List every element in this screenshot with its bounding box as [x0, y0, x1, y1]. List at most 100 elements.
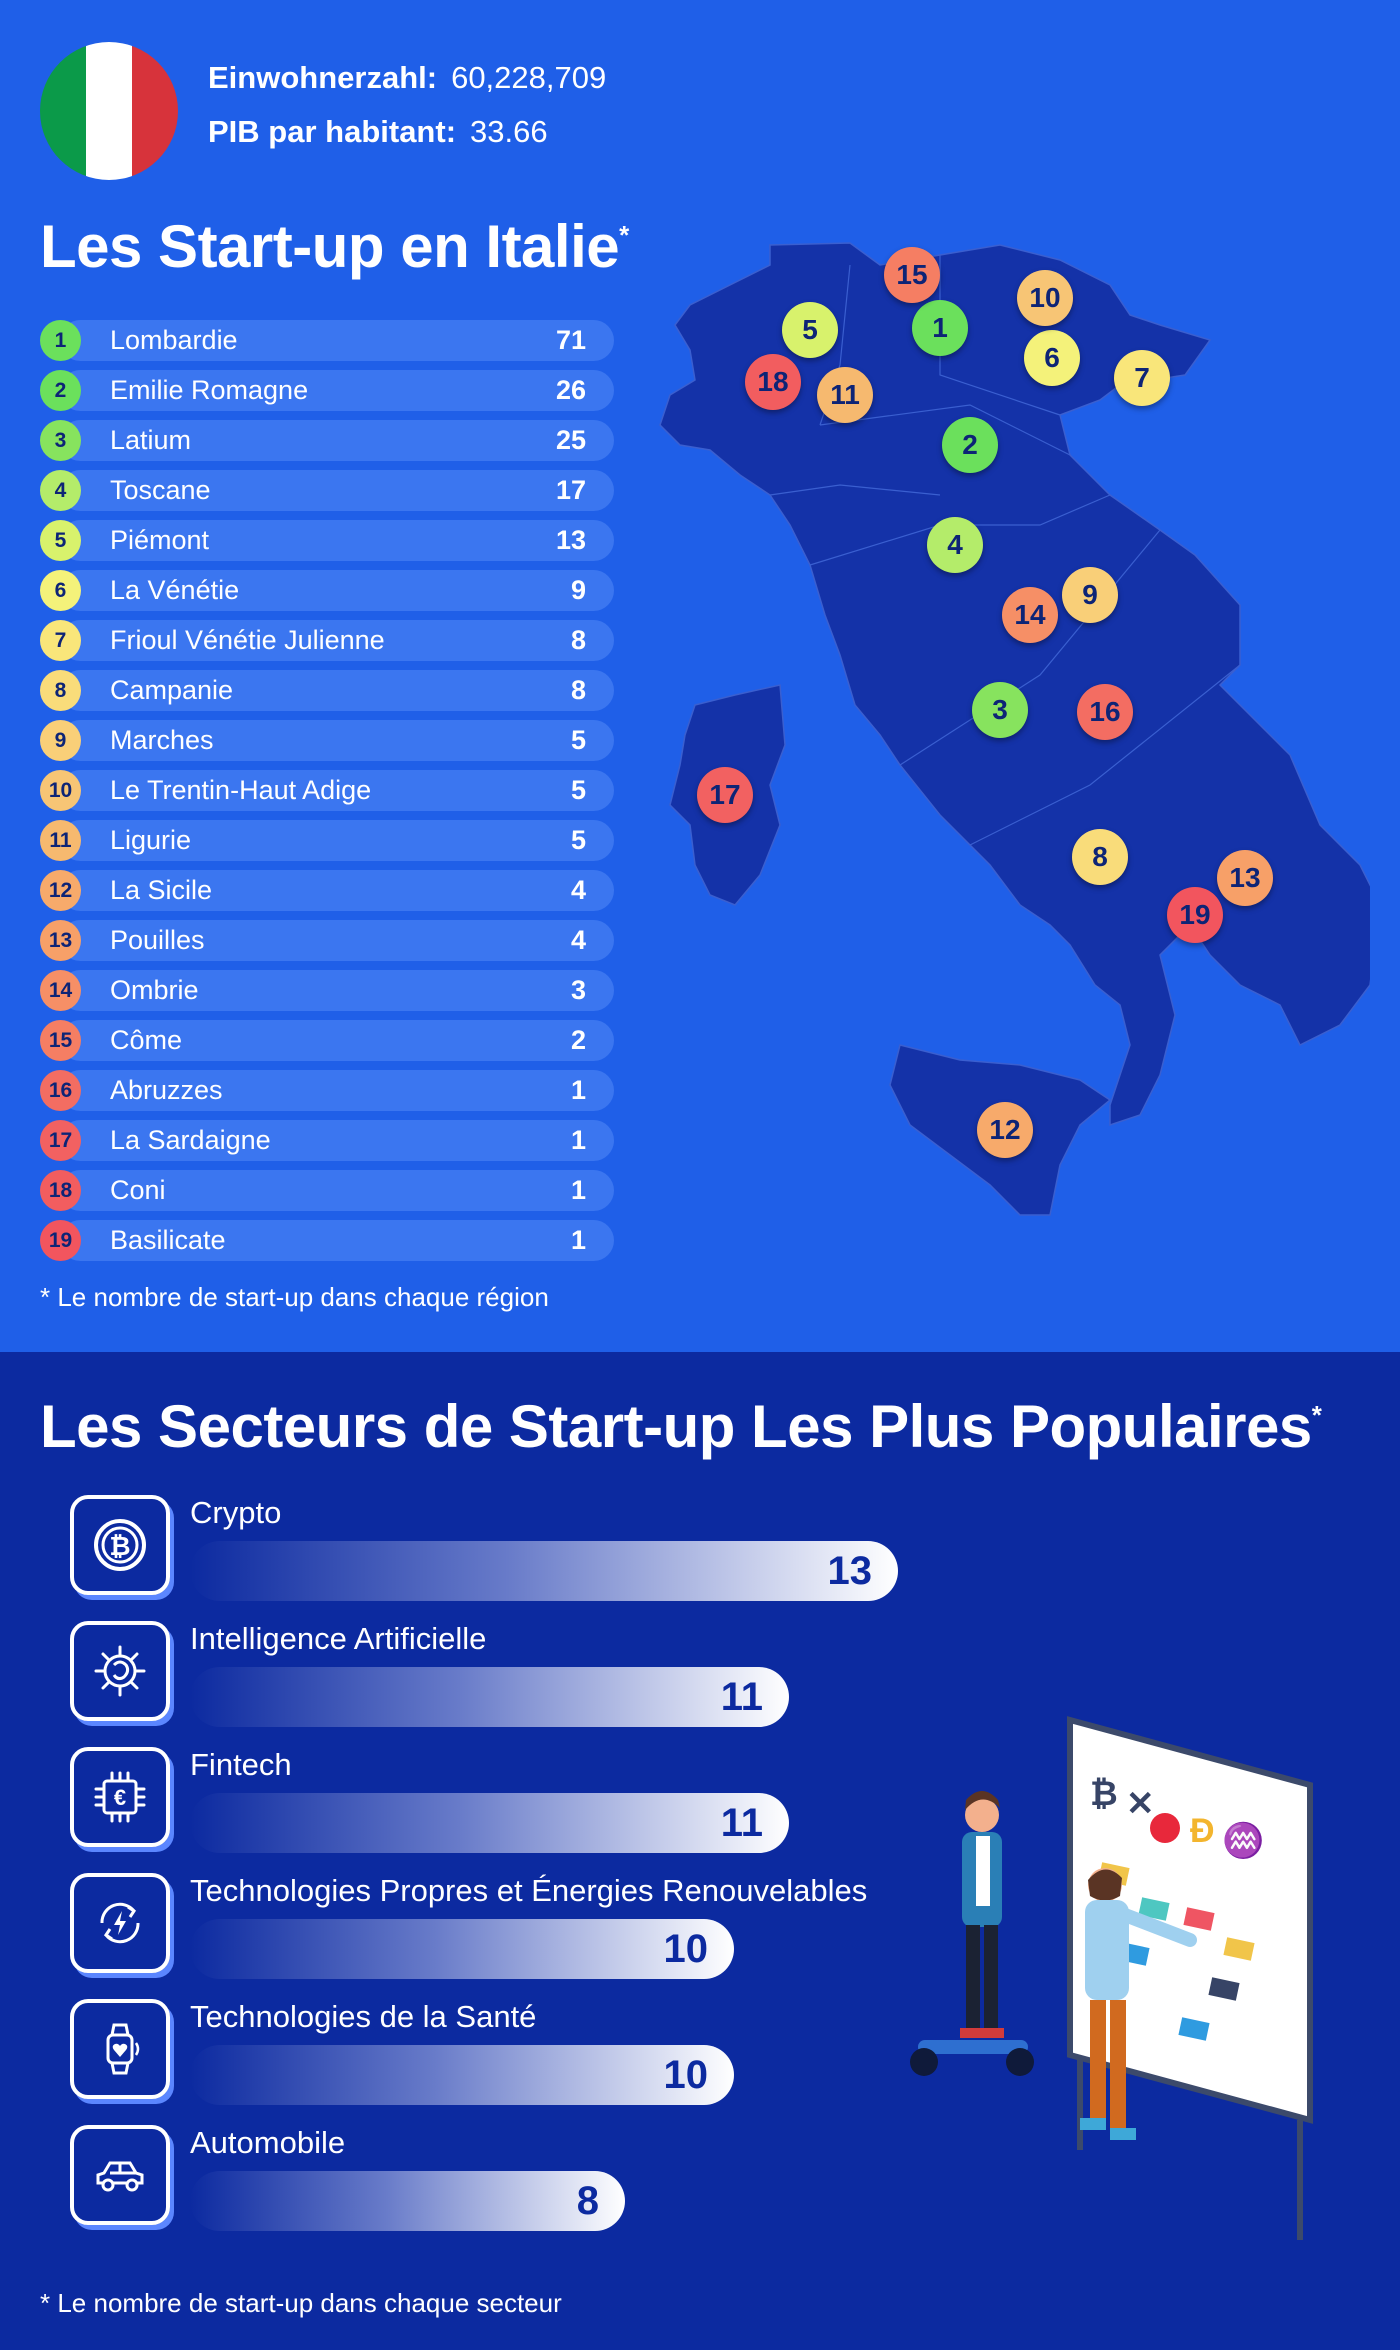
region-startup-count: 4	[570, 925, 586, 955]
sector-item: Automobile 8	[70, 2125, 1070, 2235]
region-row-bar	[60, 420, 614, 461]
map-pin-6: 6	[1024, 330, 1080, 386]
region-startup-count: 4	[570, 875, 586, 905]
region-rank-badge: 6	[40, 570, 81, 611]
region-row: 5 Piémont 13	[40, 520, 614, 561]
sector-label: Technologies Propres et Énergies Renouve…	[190, 1873, 868, 1908]
map-pin-3: 3	[972, 682, 1028, 738]
region-name: Pouilles	[110, 925, 205, 955]
region-row-bar	[60, 1170, 614, 1211]
region-name: La Sicile	[110, 875, 213, 905]
region-row-bar	[60, 820, 614, 861]
region-row: 6 La Vénétie 9	[40, 570, 614, 611]
region-row-bar	[60, 620, 614, 661]
region-row: 9 Marches 5	[40, 720, 614, 761]
map-pin-7: 7	[1114, 350, 1170, 406]
region-rank-badge: 11	[40, 820, 81, 861]
title-asterisk: *	[619, 220, 629, 250]
region-rank-badge: 17	[40, 1120, 81, 1161]
region-name: Latium	[110, 425, 192, 455]
region-row: 4 Toscane 17	[40, 470, 614, 511]
region-startup-count: 25	[555, 425, 586, 455]
region-name: Basilicate	[110, 1225, 226, 1255]
population-stat: Einwohnerzahl: 60,228,709	[208, 60, 606, 96]
region-startup-count: 17	[555, 475, 586, 505]
sector-value: 10	[663, 1927, 709, 1971]
gdp-label: PIB par habitant:	[208, 114, 457, 149]
bitcoin-icon: ₿	[70, 1495, 170, 1595]
region-row: 15 Côme 2	[40, 1020, 614, 1061]
region-row: 17 La Sardaigne 1	[40, 1120, 614, 1161]
map-pin-14: 14	[1002, 587, 1058, 643]
svg-text:Đ: Đ	[1190, 1812, 1215, 1850]
region-row-bar	[60, 920, 614, 961]
sector-item: Technologies Propres et Énergies Renouve…	[70, 1873, 1070, 1983]
map-pin-2: 2	[942, 417, 998, 473]
region-row: 19 Basilicate 1	[40, 1220, 614, 1261]
region-startup-count: 1	[570, 1225, 586, 1255]
region-row: 7 Frioul Vénétie Julienne 8	[40, 620, 614, 661]
region-row: 1 Lombardie 71	[40, 320, 614, 361]
region-row-bar	[60, 570, 614, 611]
region-row: 13 Pouilles 4	[40, 920, 614, 961]
region-startup-count: 1	[570, 1075, 586, 1105]
region-rank-badge: 18	[40, 1170, 81, 1211]
region-rank-badge: 16	[40, 1070, 81, 1111]
population-value: 60,228,709	[451, 60, 607, 95]
region-name: Ombrie	[110, 975, 199, 1005]
population-label: Einwohnerzahl:	[208, 60, 438, 95]
sector-label: Intelligence Artificielle	[190, 1621, 487, 1656]
region-name: Emilie Romagne	[110, 375, 309, 405]
map-pin-1: 1	[912, 300, 968, 356]
map-pin-19: 19	[1167, 887, 1223, 943]
region-rank-badge: 2	[40, 370, 81, 411]
renewable-energy-icon	[70, 1873, 170, 1973]
sector-bar	[190, 1793, 789, 1853]
region-name: Frioul Vénétie Julienne	[110, 625, 385, 655]
regions-title: Les Start-up en Italie*	[40, 213, 629, 280]
region-row-bar	[60, 670, 614, 711]
region-name: Piémont	[110, 525, 210, 555]
region-row: 8 Campanie 8	[40, 670, 614, 711]
map-pin-8: 8	[1072, 829, 1128, 885]
sector-value: 11	[720, 1801, 763, 1845]
map-pin-12: 12	[977, 1102, 1033, 1158]
region-row-bar	[60, 720, 614, 761]
region-name: Coni	[110, 1175, 166, 1205]
region-row-bar	[60, 1020, 614, 1061]
region-name: Toscane	[110, 475, 211, 505]
sector-value: 11	[720, 1675, 763, 1719]
sector-bar	[190, 2045, 734, 2105]
region-name: Campanie	[110, 675, 234, 705]
gdp-stat: PIB par habitant: 33.66	[208, 114, 548, 150]
region-rank-badge: 15	[40, 1020, 81, 1061]
svg-text:₿: ₿	[1090, 1775, 1118, 1813]
map-pin-11: 11	[817, 367, 873, 423]
italy-map: 1 2 3 4 5 6 7 8 9 10 11 12 13 14 15 16 17 18 19	[640, 225, 1381, 1285]
region-name: Abruzzes	[110, 1075, 223, 1105]
map-pin-13: 13	[1217, 850, 1273, 906]
map-pin-10: 10	[1017, 270, 1073, 326]
sector-label: Fintech	[190, 1747, 292, 1782]
people-whiteboard-illustration: ₿ ✕ Đ ♒	[890, 1700, 1350, 2260]
flag-white-band	[86, 42, 132, 180]
region-startup-count: 13	[555, 525, 586, 555]
region-row: 16 Abruzzes 1	[40, 1070, 614, 1111]
region-name: Le Trentin-Haut Adige	[110, 775, 372, 805]
region-rank-badge: 8	[40, 670, 81, 711]
svg-text:€: €	[114, 1785, 126, 1810]
region-startup-count: 2	[570, 1025, 586, 1055]
region-rank-badge: 5	[40, 520, 81, 561]
sector-label: Technologies de la Santé	[190, 1999, 537, 2034]
region-row-bar	[60, 870, 614, 911]
region-rank-badge: 19	[40, 1220, 81, 1261]
region-row-bar	[60, 1220, 614, 1261]
sector-item: Intelligence Artificielle 11	[70, 1621, 1070, 1731]
sector-item: ₿ Crypto 13	[70, 1495, 1070, 1605]
illustration-art: ₿ ✕ Đ ♒	[910, 1716, 1313, 2240]
ai-chip-icon	[70, 1621, 170, 1721]
sector-item: Technologies de la Santé 10	[70, 1999, 1070, 2109]
region-list: 1 Lombardie 71 2 Emilie Romagne 26 3 Latium 25 4 T…	[40, 320, 614, 1270]
map-pin-5: 5	[782, 302, 838, 358]
region-startup-count: 5	[570, 825, 586, 855]
